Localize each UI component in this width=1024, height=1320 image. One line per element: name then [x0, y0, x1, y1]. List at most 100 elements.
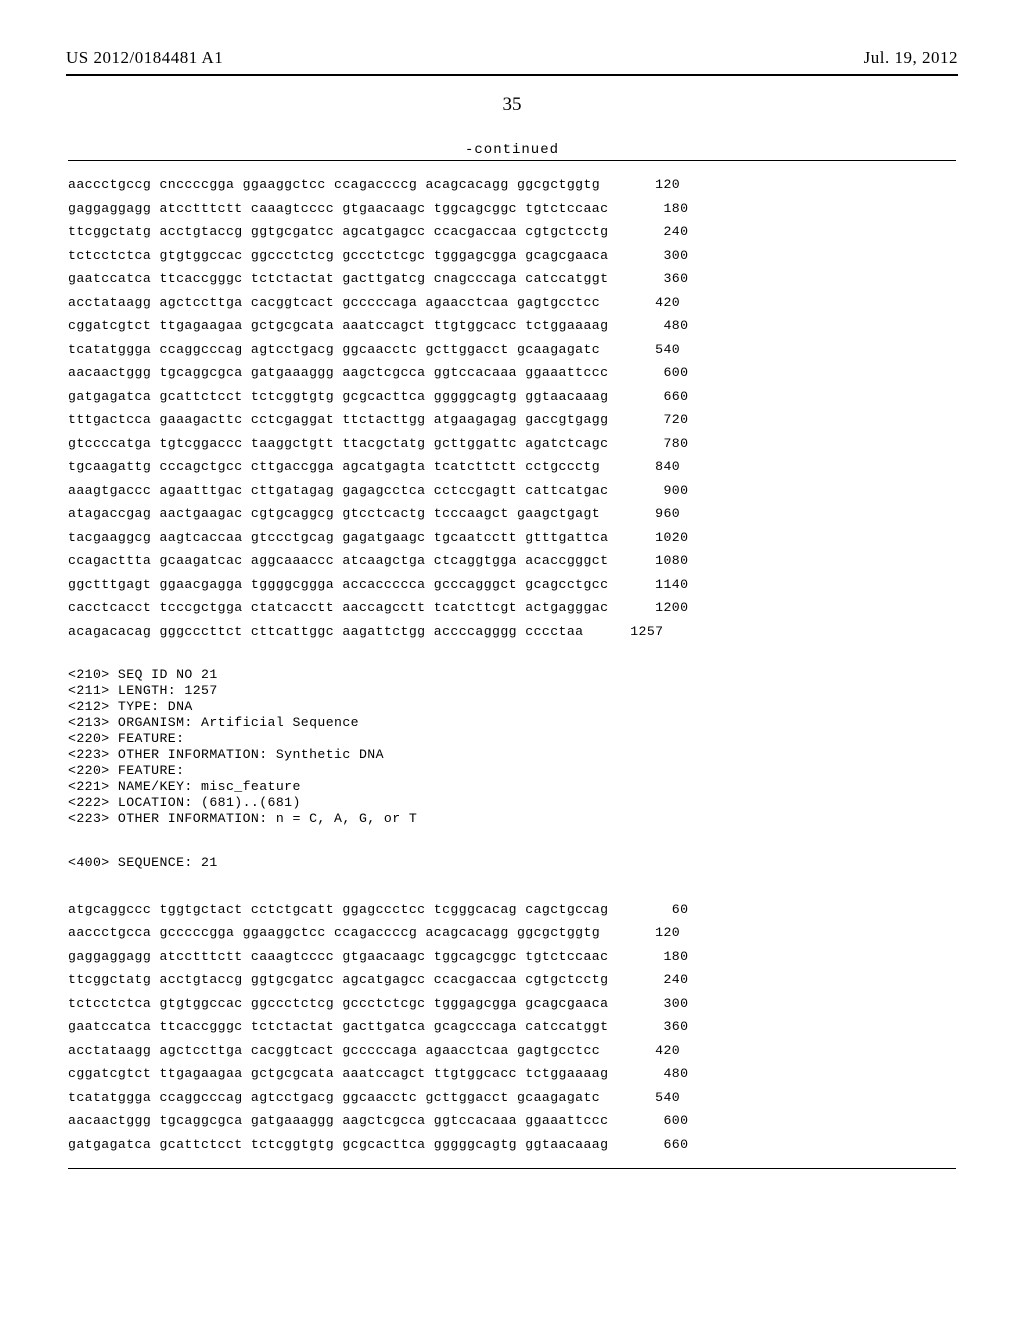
sequence-text: ccagacttta gcaagatcac aggcaaaccc atcaagc…	[68, 549, 608, 573]
sequence-listing-block: aaccctgccg cnccccgga ggaaggctcc ccagaccc…	[68, 160, 956, 1169]
sequence-text: aacaactggg tgcaggcgca gatgaaaggg aagctcg…	[68, 1109, 608, 1133]
sequence-text: tctcctctca gtgtggccac ggccctctcg gccctct…	[68, 244, 608, 268]
sequence-row: gaggaggagg atcctttctt caaagtcccc gtgaaca…	[68, 197, 956, 221]
sequence-text: tctcctctca gtgtggccac ggccctctcg gccctct…	[68, 992, 608, 1016]
sequence-row: gtccccatga tgtcggaccc taaggctgtt ttacgct…	[68, 432, 956, 456]
sequence-position: 480	[608, 1062, 688, 1086]
sequence-position: 1200	[608, 596, 688, 620]
page-header: US 2012/0184481 A1 Jul. 19, 2012	[66, 48, 958, 68]
sequence-position: 1080	[608, 549, 688, 573]
sequence-text: tttgactcca gaaagacttc cctcgaggat ttctact…	[68, 408, 608, 432]
sequence-text: aacaactggg tgcaggcgca gatgaaaggg aagctcg…	[68, 361, 608, 385]
sequence-position: 360	[608, 267, 688, 291]
sequence-row: tttgactcca gaaagacttc cctcgaggat ttctact…	[68, 408, 956, 432]
sequence-row: cacctcacct tcccgctgga ctatcacctt aaccagc…	[68, 596, 956, 620]
sequence-row: ggctttgagt ggaacgagga tggggcggga accaccc…	[68, 573, 956, 597]
sequence-text: cggatcgtct ttgagaagaa gctgcgcata aaatcca…	[68, 1062, 608, 1086]
sequence-position: 960	[600, 502, 680, 526]
sequence-position: 300	[608, 244, 688, 268]
sequence-label: <400> SEQUENCE: 21	[68, 851, 956, 875]
sequence-position: 1257	[583, 620, 663, 644]
sequence-text: gatgagatca gcattctcct tctcggtgtg gcgcact…	[68, 385, 608, 409]
sequence-text: gaatccatca ttcaccgggc tctctactat gacttga…	[68, 267, 608, 291]
sequence-row: acctataagg agctccttga cacggtcact gccccca…	[68, 1039, 956, 1063]
sequence-position: 480	[608, 314, 688, 338]
blank-line	[68, 874, 956, 898]
continued-label: -continued	[66, 142, 958, 158]
sequence-position: 780	[608, 432, 688, 456]
sequence-text: acagacacag gggcccttct cttcattggc aagattc…	[68, 620, 583, 644]
sequence-text: tgcaagattg cccagctgcc cttgaccgga agcatga…	[68, 455, 600, 479]
page-number: 35	[66, 94, 958, 116]
sequence-position: 240	[608, 968, 688, 992]
patent-page: US 2012/0184481 A1 Jul. 19, 2012 35 -con…	[0, 0, 1024, 1320]
metadata-line: <220> FEATURE:	[68, 763, 956, 779]
sequence-text: acctataagg agctccttga cacggtcact gccccca…	[68, 291, 600, 315]
sequence-position: 900	[608, 479, 688, 503]
sequence-row: gatgagatca gcattctcct tctcggtgtg gcgcact…	[68, 1133, 956, 1157]
sequence-position: 720	[608, 408, 688, 432]
sequence-text: gaggaggagg atcctttctt caaagtcccc gtgaaca…	[68, 197, 608, 221]
metadata-line: <210> SEQ ID NO 21	[68, 667, 956, 683]
metadata-line: <222> LOCATION: (681)..(681)	[68, 795, 956, 811]
sequence-row: acagacacag gggcccttct cttcattggc aagattc…	[68, 620, 956, 644]
sequence-row: aacaactggg tgcaggcgca gatgaaaggg aagctcg…	[68, 361, 956, 385]
sequence-position: 600	[608, 361, 688, 385]
sequence-text: cacctcacct tcccgctgga ctatcacctt aaccagc…	[68, 596, 608, 620]
sequence-row: tcatatggga ccaggcccag agtcctgacg ggcaacc…	[68, 338, 956, 362]
sequence-row: ttcggctatg acctgtaccg ggtgcgatcc agcatga…	[68, 968, 956, 992]
sequence-row: gatgagatca gcattctcct tctcggtgtg gcgcact…	[68, 385, 956, 409]
sequence-text: ttcggctatg acctgtaccg ggtgcgatcc agcatga…	[68, 220, 608, 244]
sequence-text: aaccctgcca gcccccgga ggaaggctcc ccagaccc…	[68, 921, 600, 945]
blank-line	[68, 827, 956, 851]
publication-number: US 2012/0184481 A1	[66, 48, 223, 68]
sequence-position: 1020	[608, 526, 688, 550]
metadata-line: <211> LENGTH: 1257	[68, 683, 956, 699]
sequence-row: gaggaggagg atcctttctt caaagtcccc gtgaaca…	[68, 945, 956, 969]
sequence-position: 360	[608, 1015, 688, 1039]
sequence-row: acctataagg agctccttga cacggtcact gccccca…	[68, 291, 956, 315]
metadata-line: <223> OTHER INFORMATION: Synthetic DNA	[68, 747, 956, 763]
sequence-row: aaagtgaccc agaatttgac cttgatagag gagagcc…	[68, 479, 956, 503]
sequence-position: 120	[600, 921, 680, 945]
sequence-row: atagaccgag aactgaagac cgtgcaggcg gtcctca…	[68, 502, 956, 526]
sequence-position: 420	[600, 291, 680, 315]
sequence-position: 120	[600, 173, 680, 197]
sequence-position: 540	[600, 1086, 680, 1110]
sequence-text: atgcaggccc tggtgctact cctctgcatt ggagccc…	[68, 898, 608, 922]
sequence-position: 180	[608, 945, 688, 969]
sequence-row: gaatccatca ttcaccgggc tctctactat gacttga…	[68, 1015, 956, 1039]
sequence-text: tacgaaggcg aagtcaccaa gtccctgcag gagatga…	[68, 526, 608, 550]
sequence-row: cggatcgtct ttgagaagaa gctgcgcata aaatcca…	[68, 314, 956, 338]
blank-line	[68, 643, 956, 667]
sequence-text: ttcggctatg acctgtaccg ggtgcgatcc agcatga…	[68, 968, 608, 992]
sequence-text: gaggaggagg atcctttctt caaagtcccc gtgaaca…	[68, 945, 608, 969]
sequence-text: aaagtgaccc agaatttgac cttgatagag gagagcc…	[68, 479, 608, 503]
sequence-metadata: <210> SEQ ID NO 21<211> LENGTH: 1257<212…	[68, 667, 956, 828]
publication-date: Jul. 19, 2012	[864, 48, 958, 68]
metadata-line: <221> NAME/KEY: misc_feature	[68, 779, 956, 795]
sequence-text: gatgagatca gcattctcct tctcggtgtg gcgcact…	[68, 1133, 608, 1157]
sequence-row: aacaactggg tgcaggcgca gatgaaaggg aagctcg…	[68, 1109, 956, 1133]
sequence-text: gaatccatca ttcaccgggc tctctactat gacttga…	[68, 1015, 608, 1039]
sequence-row: aaccctgccg cnccccgga ggaaggctcc ccagaccc…	[68, 173, 956, 197]
header-rule	[66, 74, 958, 76]
sequence-row: cggatcgtct ttgagaagaa gctgcgcata aaatcca…	[68, 1062, 956, 1086]
sequence-position: 660	[608, 1133, 688, 1157]
sequence-row: aaccctgcca gcccccgga ggaaggctcc ccagaccc…	[68, 921, 956, 945]
sequence-position: 840	[600, 455, 680, 479]
sequence-position: 180	[608, 197, 688, 221]
sequence-position: 300	[608, 992, 688, 1016]
sequence-row: ttcggctatg acctgtaccg ggtgcgatcc agcatga…	[68, 220, 956, 244]
sequence-position: 660	[608, 385, 688, 409]
sequence-position: 1140	[608, 573, 688, 597]
sequence-row: ccagacttta gcaagatcac aggcaaaccc atcaagc…	[68, 549, 956, 573]
metadata-line: <220> FEATURE:	[68, 731, 956, 747]
sequence-text: tcatatggga ccaggcccag agtcctgacg ggcaacc…	[68, 338, 600, 362]
sequence-position: 600	[608, 1109, 688, 1133]
sequence-position: 240	[608, 220, 688, 244]
sequence-text: cggatcgtct ttgagaagaa gctgcgcata aaatcca…	[68, 314, 608, 338]
sequence-row: atgcaggccc tggtgctact cctctgcatt ggagccc…	[68, 898, 956, 922]
sequence-text: tcatatggga ccaggcccag agtcctgacg ggcaacc…	[68, 1086, 600, 1110]
sequence-text: acctataagg agctccttga cacggtcact gccccca…	[68, 1039, 600, 1063]
